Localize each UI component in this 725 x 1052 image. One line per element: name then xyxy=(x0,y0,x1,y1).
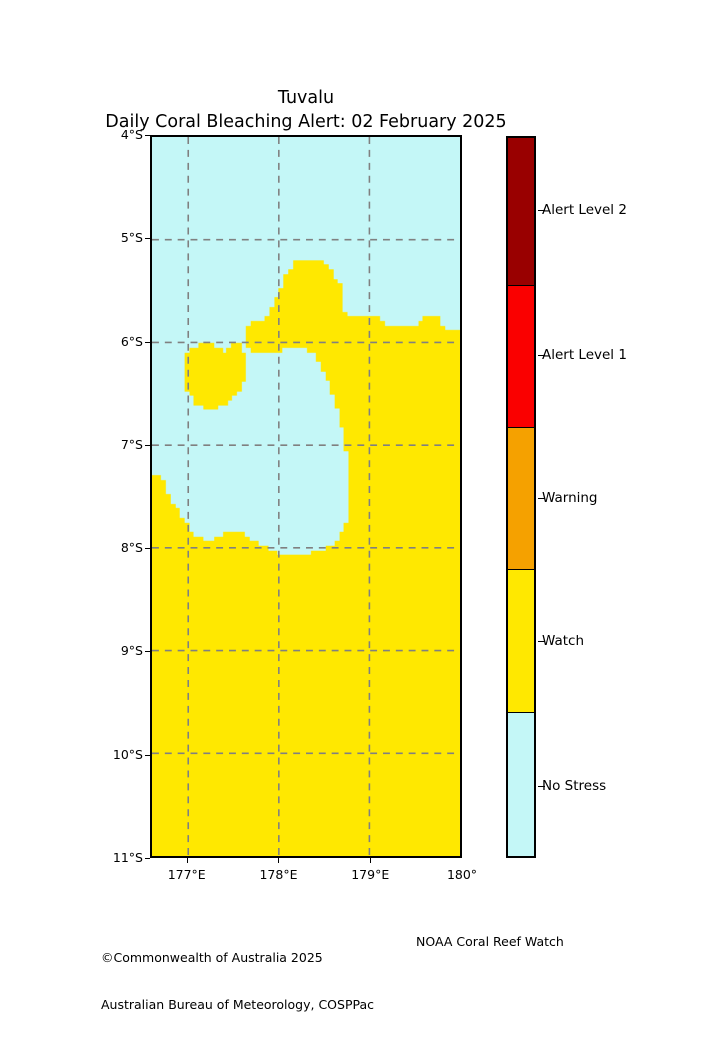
y-tick-mark xyxy=(145,548,150,550)
footer-copyright: ©Commonwealth of Australia 2025 xyxy=(101,950,323,965)
colorbar-label: Watch xyxy=(542,633,585,650)
coral-alert-raster xyxy=(152,137,460,856)
colorbar-tick-mark xyxy=(538,785,545,787)
x-tick-label: 179°E xyxy=(351,867,390,882)
y-tick-mark xyxy=(145,651,150,653)
y-axis-labels: 4°S 5°S 6°S 7°S 8°S 9°S 10°S 11°S xyxy=(80,0,143,1052)
colorbar-segment[interactable] xyxy=(508,285,534,428)
chart-title-subtitle: Daily Coral Bleaching Alert: 02 February… xyxy=(105,112,507,132)
y-tick-label: 11°S xyxy=(112,850,143,865)
y-tick-label: 9°S xyxy=(120,643,143,659)
alert-level-colorbar[interactable] xyxy=(506,136,536,858)
x-tick-label: 180° xyxy=(446,867,478,882)
y-tick-mark xyxy=(145,135,150,136)
y-tick-mark xyxy=(145,858,150,859)
colorbar-label: Alert Level 2 xyxy=(542,202,627,218)
y-tick-label: 4°S xyxy=(120,127,143,142)
colorbar-label: Alert Level 1 xyxy=(542,347,627,364)
colorbar-tick-mark xyxy=(538,497,545,499)
y-tick-mark xyxy=(145,754,150,756)
colorbar-segment[interactable] xyxy=(508,568,534,714)
x-tick-label: 178°E xyxy=(259,867,298,882)
y-tick-label: 5°S xyxy=(120,230,143,246)
map-plot-area[interactable] xyxy=(150,135,462,858)
y-tick-label: 7°S xyxy=(120,436,143,452)
colorbar-segment[interactable] xyxy=(508,712,534,856)
y-tick-label: 10°S xyxy=(112,746,143,762)
x-tick-label: 177°E xyxy=(167,867,206,882)
colorbar-tick-mark xyxy=(538,641,545,643)
colorbar-label: No Stress xyxy=(542,777,607,794)
colorbar-label: Warning xyxy=(542,489,598,506)
y-tick-label: 8°S xyxy=(120,540,143,556)
chart-title-block: Tuvalu Daily Coral Bleaching Alert: 02 F… xyxy=(0,86,612,134)
x-tick-mark xyxy=(370,858,372,863)
y-tick-label: 6°S xyxy=(120,333,143,349)
colorbar-segment[interactable] xyxy=(508,138,534,286)
footer-source: NOAA Coral Reef Watch xyxy=(416,934,564,949)
y-tick-mark xyxy=(145,341,150,343)
footer-agency: Australian Bureau of Meteorology, COSPPa… xyxy=(101,996,374,1012)
colorbar-tick-mark xyxy=(538,355,545,357)
y-tick-mark xyxy=(145,444,150,446)
colorbar-segment[interactable] xyxy=(508,426,534,570)
x-tick-mark xyxy=(186,858,188,863)
y-tick-mark xyxy=(145,238,150,240)
chart-title-region: Tuvalu xyxy=(277,88,335,108)
colorbar-tick-mark xyxy=(538,210,545,211)
footer-attribution: ©Commonwealth of Australia 2025 Australi… xyxy=(101,919,374,1028)
x-tick-mark xyxy=(278,858,280,863)
